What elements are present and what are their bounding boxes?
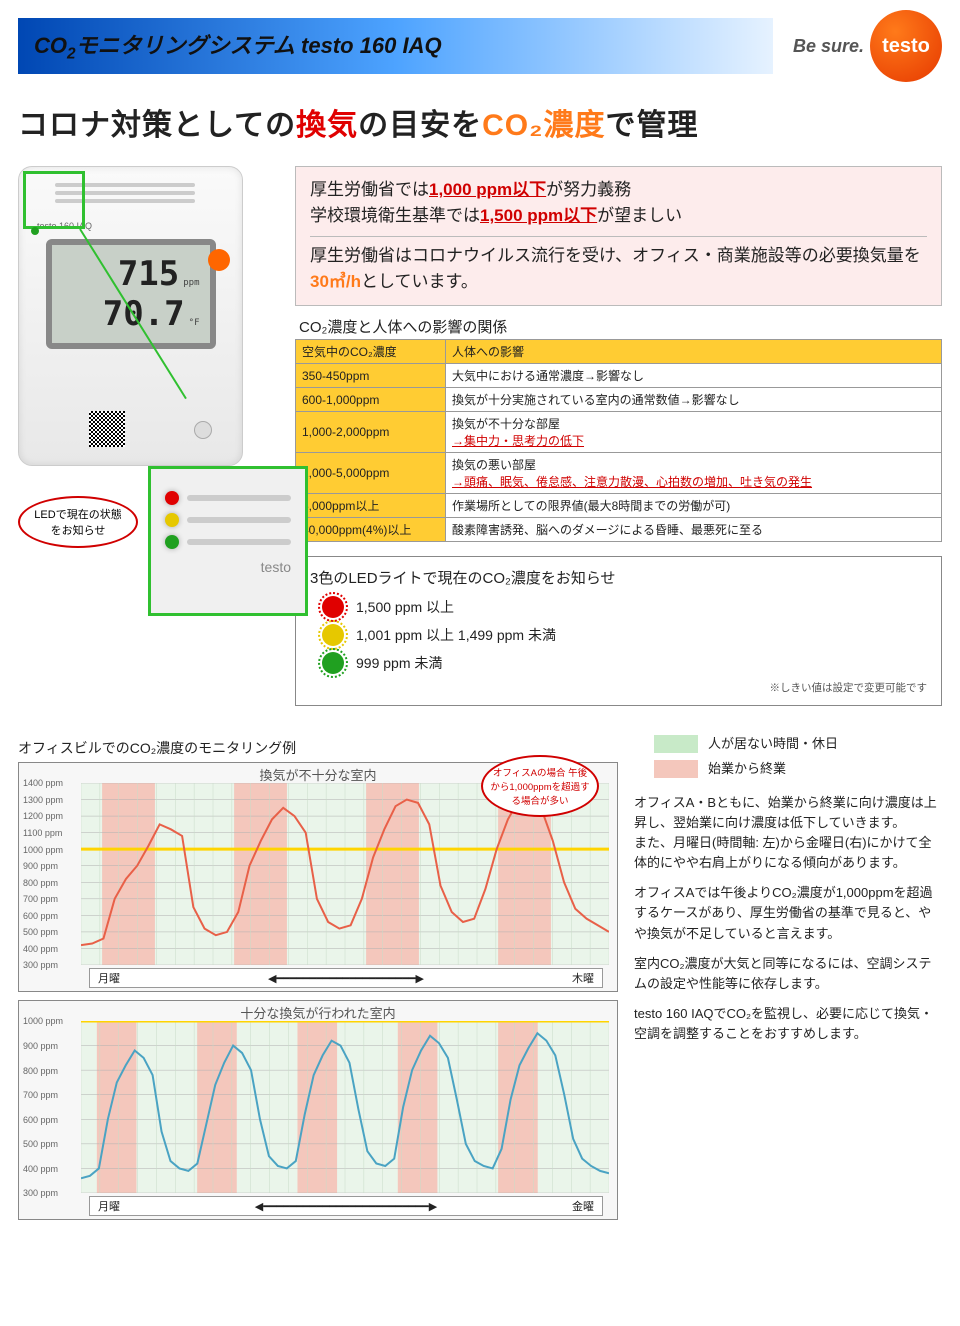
y-tick-label: 800 ppm bbox=[23, 1066, 58, 1076]
y-tick-label: 1100 ppm bbox=[23, 828, 62, 838]
table-row: 350-450ppm大気中における通常濃度→影響なし bbox=[296, 364, 942, 388]
title-bar: CO2モニタリングシステム testo 160 IAQ bbox=[18, 18, 773, 73]
table-row: 40,000ppm(4%)以上酸素障害誘発、脳へのダメージによる昏睡、最悪死に至… bbox=[296, 518, 942, 542]
led-level-text: 1,001 ppm 以上 1,499 ppm 未満 bbox=[356, 625, 556, 645]
effects-table: 空気中のCO₂濃度人体への影響 350-450ppm大気中における通常濃度→影響… bbox=[295, 339, 942, 542]
led-color-icon bbox=[322, 596, 344, 618]
table-header: 空気中のCO₂濃度 bbox=[296, 340, 446, 364]
header: CO2モニタリングシステム testo 160 IAQ Be sure. tes… bbox=[18, 10, 942, 82]
y-tick-label: 1000 ppm bbox=[23, 845, 63, 855]
led-color-icon bbox=[322, 624, 344, 646]
table-row: 5,000ppm以上作業場所としての限界値(最大8時間までの労働が可) bbox=[296, 494, 942, 518]
table-header: 人体への影響 bbox=[446, 340, 942, 364]
y-tick-label: 600 ppm bbox=[23, 911, 58, 921]
zoom-brand-label: testo bbox=[165, 559, 291, 575]
tagline: Be sure. bbox=[793, 36, 864, 57]
note-paragraph: testo 160 IAQでCO₂を監視し、必要に応じて換気・空調を調整すること… bbox=[634, 1004, 942, 1044]
brand-block: Be sure. testo bbox=[793, 10, 942, 82]
note-paragraph: オフィスAでは午後よりCO₂濃度が1,000ppmを超過するケースがあり、厚生労… bbox=[634, 883, 942, 943]
led-callout: LEDで現在の状態をお知らせ bbox=[18, 496, 138, 548]
legend-swatch-icon bbox=[654, 760, 698, 778]
led-info-box: 3色のLEDライトで現在のCO₂濃度をお知らせ 1,500 ppm 以上 1,00… bbox=[295, 556, 942, 706]
led-color-icon bbox=[322, 652, 344, 674]
legend-label: 人が居ない時間・休日 bbox=[708, 734, 838, 754]
qr-code-icon bbox=[89, 411, 125, 447]
lcd-display: 715ppm 70.7°F bbox=[46, 239, 216, 349]
y-tick-label: 300 ppm bbox=[23, 960, 58, 970]
y-tick-label: 1300 ppm bbox=[23, 795, 63, 805]
legend-label: 始業から終業 bbox=[708, 759, 786, 779]
chart-a: オフィスAの場合 午後から1,000ppmを超過する場合が多い 換気が不十分な室… bbox=[18, 762, 618, 992]
testo-logo-icon: testo bbox=[870, 10, 942, 82]
y-tick-label: 1200 ppm bbox=[23, 811, 63, 821]
chart-a-title: 換気が不十分な室内 bbox=[259, 765, 376, 784]
chart-column: オフィスビルでのCO₂濃度のモニタリング例 オフィスAの場合 午後から1,000… bbox=[18, 730, 618, 1228]
legend-item: 始業から終業 bbox=[654, 759, 942, 779]
chart-b-xaxis: 月曜◀━━━━━━━━━━━━━━━━━━━━━━━━━▶金曜 bbox=[89, 1196, 603, 1216]
y-tick-label: 700 ppm bbox=[23, 1090, 58, 1100]
info-column: 厚生労働省では1,000 ppm以下が努力義務 学校環境衛生基準では1,500 … bbox=[295, 166, 942, 706]
table-row: 1,000-2,000ppm換気が不十分な部屋→集中力・思考力の低下 bbox=[296, 412, 942, 453]
highlight-box-icon bbox=[23, 171, 85, 229]
chart-bubble-callout: オフィスAの場合 午後から1,000ppmを超過する場合が多い bbox=[481, 755, 599, 817]
table-row: 600-1,000ppm換気が十分実施されている室内の通常数値→影響なし bbox=[296, 388, 942, 412]
led-level-text: 999 ppm 未満 bbox=[356, 653, 442, 673]
chart-notes: 人が居ない時間・休日始業から終業 オフィスA・Bともに、始業から終業に向け濃度は… bbox=[634, 730, 942, 1228]
device-mockup: testo 160 IAQ 715ppm 70.7°F bbox=[18, 166, 243, 466]
y-tick-label: 1400 ppm bbox=[23, 778, 63, 788]
device-column: testo 160 IAQ 715ppm 70.7°F LEDで現在の状態をお知… bbox=[18, 166, 283, 706]
device-button-icon bbox=[194, 421, 212, 439]
y-tick-label: 900 ppm bbox=[23, 1041, 58, 1051]
led-yellow-icon bbox=[165, 513, 179, 527]
legend-item: 人が居ない時間・休日 bbox=[654, 734, 942, 754]
effects-table-title: CO₂濃度と人体への影響の関係 bbox=[299, 316, 942, 337]
led-level-row: 1,001 ppm 以上 1,499 ppm 未満 bbox=[322, 624, 927, 646]
led-level-row: 999 ppm 未満 bbox=[322, 652, 927, 674]
y-tick-label: 600 ppm bbox=[23, 1115, 58, 1125]
led-green-icon bbox=[165, 535, 179, 549]
headline: コロナ対策としての換気の目安をCO₂濃度で管理 bbox=[18, 100, 942, 144]
led-level-row: 1,500 ppm 以上 bbox=[322, 596, 927, 618]
note-paragraph: オフィスA・Bともに、始業から終業に向け濃度は上昇し、翌始業に向け濃度は低下して… bbox=[634, 793, 942, 874]
y-tick-label: 400 ppm bbox=[23, 944, 58, 954]
y-tick-label: 300 ppm bbox=[23, 1188, 58, 1198]
notice-box: 厚生労働省では1,000 ppm以下が努力義務 学校環境衛生基準では1,500 … bbox=[295, 166, 942, 306]
y-tick-label: 400 ppm bbox=[23, 1164, 58, 1174]
y-tick-label: 700 ppm bbox=[23, 894, 58, 904]
y-tick-label: 500 ppm bbox=[23, 1139, 58, 1149]
legend-swatch-icon bbox=[654, 735, 698, 753]
led-level-text: 1,500 ppm 以上 bbox=[356, 597, 454, 617]
device-brand-icon bbox=[208, 249, 230, 271]
note-paragraph: 室内CO₂濃度が大気と同等になるには、空調システムの設定や性能等に依存します。 bbox=[634, 954, 942, 994]
chart-a-xaxis: 月曜◀━━━━━━━━━━━━━━━━━━━━━▶木曜 bbox=[89, 968, 603, 988]
y-tick-label: 800 ppm bbox=[23, 878, 58, 888]
led-info-title: 3色のLEDライトで現在のCO₂濃度をお知らせ bbox=[310, 567, 927, 588]
y-tick-label: 1000 ppm bbox=[23, 1016, 63, 1026]
chart-b: 十分な換気が行われた室内 オフィスB 月曜◀━━━━━━━━━━━━━━━━━━… bbox=[18, 1000, 618, 1220]
table-row: 2,000-5,000ppm換気の悪い部屋→頭痛、眠気、倦怠感、注意力散漫、心拍… bbox=[296, 453, 942, 494]
y-tick-label: 900 ppm bbox=[23, 861, 58, 871]
y-tick-label: 500 ppm bbox=[23, 927, 58, 937]
chart-b-title: 十分な換気が行われた室内 bbox=[240, 1003, 395, 1022]
led-red-icon bbox=[165, 491, 179, 505]
led-note: ※しきい値は設定で変更可能です bbox=[310, 680, 927, 695]
led-zoom: testo bbox=[148, 466, 308, 616]
